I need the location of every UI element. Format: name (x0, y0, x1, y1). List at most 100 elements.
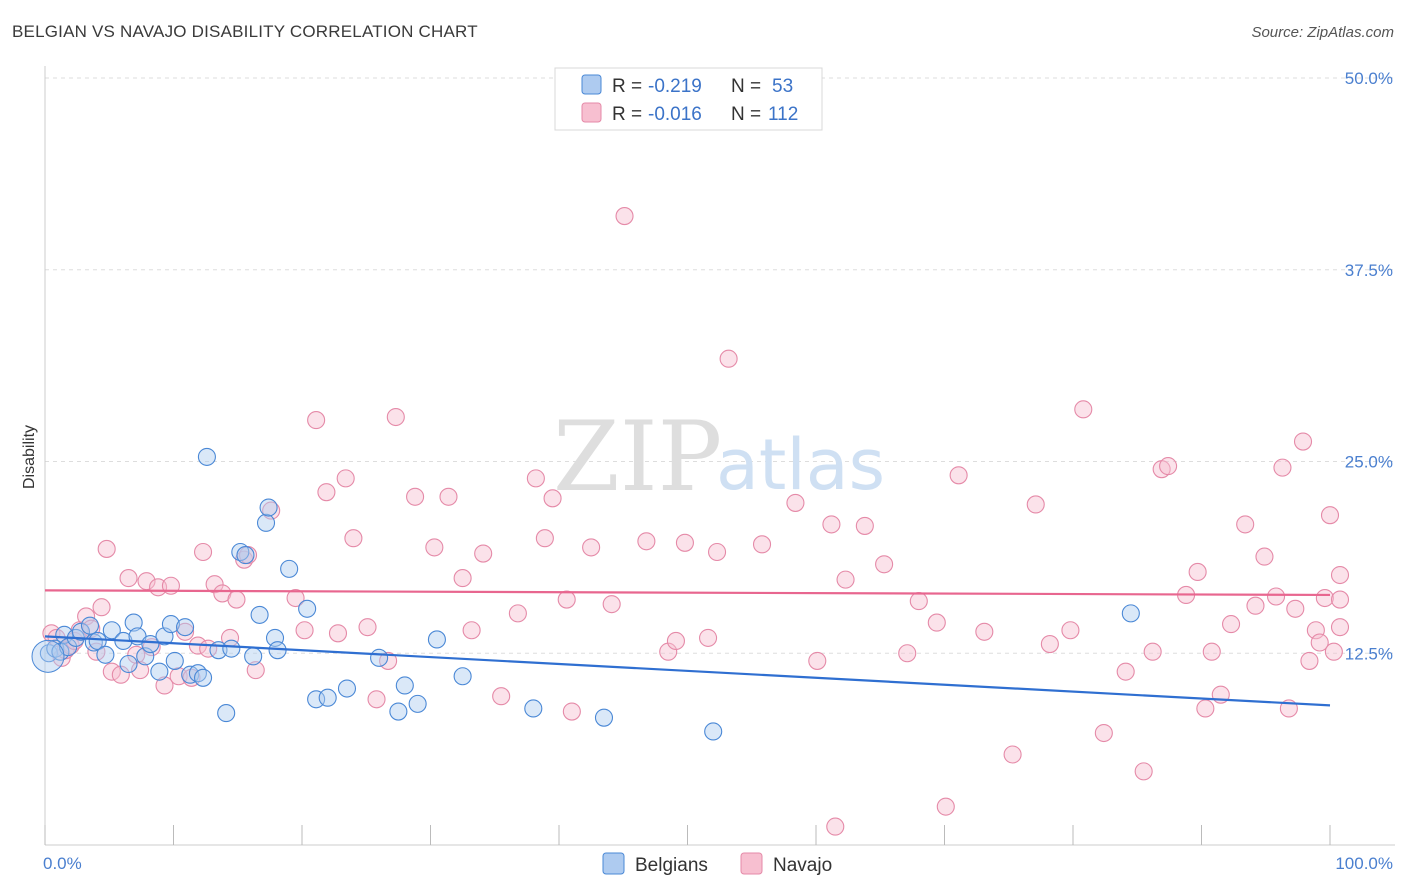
belgians-point (71, 622, 91, 641)
navajo-point (752, 535, 772, 554)
legend-n-label-navajo: N = (731, 104, 761, 125)
navajo-point (194, 542, 213, 562)
navajo-point (1116, 662, 1135, 681)
legend-n-navajo: 112 (768, 104, 798, 125)
navajo-point (92, 598, 111, 617)
belgians-point (370, 648, 389, 667)
belgians-point (298, 599, 317, 618)
legend-n-belgians: 53 (772, 76, 793, 97)
navajo-point (826, 817, 845, 836)
navajo-point (127, 645, 146, 664)
trend-lines (44, 589, 1331, 707)
belgians-point (256, 513, 276, 532)
navajo-point (1003, 745, 1022, 764)
navajo-point (1330, 565, 1350, 585)
navajo-point (836, 570, 855, 589)
legend-n-label-belgians: N = (731, 76, 761, 97)
belgians-point (119, 654, 138, 674)
navajo-points (42, 207, 1350, 836)
navajo-point (1202, 642, 1221, 661)
y-tick-label: 12.5% (1345, 644, 1393, 663)
navajo-point (1286, 599, 1305, 618)
navajo-point (317, 483, 336, 502)
navajo-point (462, 621, 481, 640)
navajo-point (131, 661, 150, 680)
legend-r-label-navajo: R = (612, 104, 642, 125)
bottom-legend-swatch-belgians (602, 852, 625, 875)
y-tick-labels: 12.5% 25.0% 37.5% 50.0% (1345, 69, 1393, 663)
navajo-point (1188, 562, 1207, 581)
belgians-point (280, 559, 299, 578)
belgians-point (161, 615, 180, 634)
belgians-point (217, 704, 236, 723)
navajo-point (562, 702, 581, 721)
navajo-point (155, 676, 174, 695)
navajo-point (358, 618, 377, 637)
navajo-point (328, 624, 348, 643)
navajo-point (1266, 587, 1286, 606)
navajo-point (367, 690, 386, 709)
belgians-point (704, 722, 723, 741)
navajo-point (176, 622, 195, 641)
belgians-point (453, 667, 472, 686)
x-tick-label-max: 100.0% (1335, 854, 1393, 873)
legend-swatch-navajo (581, 102, 602, 123)
belgians-point (141, 634, 160, 654)
navajo-point (425, 538, 444, 557)
navajo-point (1310, 633, 1329, 652)
belgians-point (524, 699, 543, 718)
belgians-point (197, 447, 216, 466)
belgians-trend-line (44, 635, 1331, 707)
navajo-point (675, 533, 694, 552)
legend-r-navajo: -0.016 (648, 104, 702, 125)
x-tick-label-min: 0.0% (43, 854, 82, 873)
y-tick-label: 25.0% (1345, 453, 1393, 472)
navajo-point (927, 613, 946, 632)
belgians-point (236, 546, 255, 565)
navajo-point (909, 592, 928, 611)
navajo-point (1094, 723, 1113, 743)
top-legend: R = -0.219 N = 53 R = -0.016 N = 112 (554, 67, 823, 131)
navajo-point (1315, 588, 1334, 608)
navajo-point (1293, 432, 1313, 451)
navajo-point (822, 515, 841, 534)
navajo-point (307, 411, 326, 430)
navajo-point (1236, 515, 1255, 534)
navajo-point (119, 569, 138, 588)
belgians-point (39, 644, 58, 663)
navajo-point (786, 493, 805, 512)
navajo-point (557, 590, 576, 609)
navajo-point (936, 797, 955, 816)
navajo-point (344, 529, 363, 548)
y-tick-label: 50.0% (1345, 69, 1393, 88)
navajo-point (1222, 615, 1241, 634)
navajo-point (1300, 651, 1319, 670)
belgians-point (259, 498, 278, 517)
belgians-point (176, 618, 195, 637)
belgians-point (194, 668, 213, 687)
navajo-point (474, 544, 493, 563)
navajo-point (1040, 634, 1059, 654)
navajo-point (1330, 590, 1350, 609)
navajo-point (439, 487, 458, 506)
legend-swatch-belgians (581, 74, 602, 95)
navajo-point (1159, 457, 1178, 476)
navajo-point (699, 628, 718, 647)
navajo-point (1320, 506, 1340, 525)
navajo-point (1134, 762, 1153, 781)
navajo-point (898, 644, 917, 663)
belgians-point (244, 647, 263, 666)
belgians-point (80, 616, 100, 635)
belgians-point (307, 690, 326, 709)
navajo-point (1061, 621, 1080, 640)
belgians-point (31, 639, 65, 673)
belgians-point (1121, 604, 1140, 623)
navajo-point (1255, 547, 1274, 566)
belgians-point (124, 613, 143, 632)
bottom-legend-belgians: Belgians (635, 855, 708, 876)
navajo-point (1143, 642, 1162, 661)
navajo-point (855, 516, 874, 535)
navajo-trend-line (44, 589, 1331, 597)
belgians-point (395, 676, 414, 695)
